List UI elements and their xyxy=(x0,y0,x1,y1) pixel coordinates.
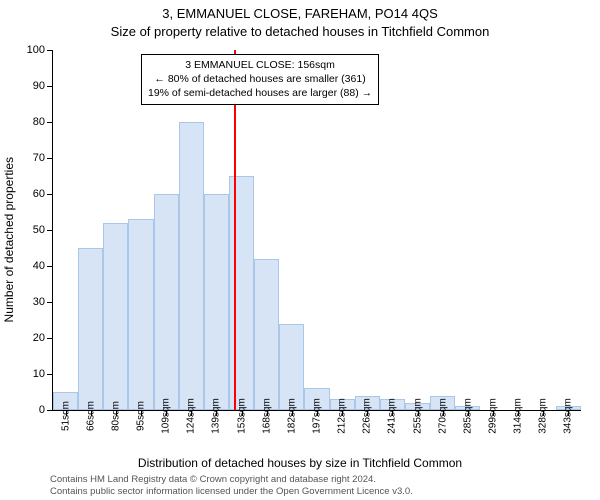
y-tick xyxy=(47,230,53,231)
y-tick-label: 90 xyxy=(33,80,45,92)
histogram-bar xyxy=(254,259,279,410)
y-axis-label-wrap: Number of detached properties xyxy=(2,60,16,420)
y-tick-label: 40 xyxy=(33,260,45,272)
y-tick xyxy=(47,266,53,267)
y-tick xyxy=(47,194,53,195)
title-line-1: 3, EMMANUEL CLOSE, FAREHAM, PO14 4QS xyxy=(0,6,600,21)
histogram-bar xyxy=(229,176,254,410)
histogram-bar xyxy=(78,248,103,410)
x-tick-label: 226sqm xyxy=(362,398,373,434)
x-tick-label: 124sqm xyxy=(186,398,197,434)
y-tick-label: 20 xyxy=(33,332,45,344)
x-tick-label: 197sqm xyxy=(312,398,323,434)
x-tick-label: 285sqm xyxy=(462,398,473,434)
y-tick xyxy=(47,50,53,51)
y-tick-label: 60 xyxy=(33,188,45,200)
histogram-bar xyxy=(204,194,229,410)
y-tick-label: 50 xyxy=(33,224,45,236)
x-tick-label: 255sqm xyxy=(412,398,423,434)
x-tick-label: 212sqm xyxy=(337,398,348,434)
x-tick-label: 139sqm xyxy=(211,398,222,434)
y-tick-label: 80 xyxy=(33,116,45,128)
y-tick-label: 70 xyxy=(33,152,45,164)
annotation-line: ← 80% of detached houses are smaller (36… xyxy=(148,72,372,86)
attribution-line-2: Contains public sector information licen… xyxy=(50,486,590,498)
x-tick-label: 343sqm xyxy=(563,398,574,434)
annotation-line: 3 EMMANUEL CLOSE: 156sqm xyxy=(148,58,372,72)
x-tick-label: 328sqm xyxy=(538,398,549,434)
annotation-line: 19% of semi-detached houses are larger (… xyxy=(148,86,372,100)
x-tick-label: 299sqm xyxy=(488,398,499,434)
y-tick-label: 10 xyxy=(33,368,45,380)
y-tick xyxy=(47,122,53,123)
plot-area: 010203040506070809010051sqm66sqm80sqm95s… xyxy=(52,50,581,411)
x-tick-label: 95sqm xyxy=(136,401,147,431)
x-tick-label: 109sqm xyxy=(161,398,172,434)
histogram-bar xyxy=(154,194,179,410)
y-tick xyxy=(47,374,53,375)
y-tick-label: 30 xyxy=(33,296,45,308)
annotation-box: 3 EMMANUEL CLOSE: 156sqm← 80% of detache… xyxy=(141,54,379,105)
y-axis-label: Number of detached properties xyxy=(2,157,16,322)
x-tick-label: 80sqm xyxy=(110,401,121,431)
attribution-line-1: Contains HM Land Registry data © Crown c… xyxy=(50,474,590,486)
y-tick xyxy=(47,158,53,159)
x-axis-label: Distribution of detached houses by size … xyxy=(0,456,600,470)
x-tick-label: 66sqm xyxy=(85,401,96,431)
y-tick xyxy=(47,302,53,303)
histogram-bar xyxy=(279,324,304,410)
x-tick-label: 168sqm xyxy=(261,398,272,434)
x-tick-label: 270sqm xyxy=(437,398,448,434)
y-tick xyxy=(47,86,53,87)
title-line-2: Size of property relative to detached ho… xyxy=(0,24,600,39)
x-tick-label: 314sqm xyxy=(513,398,524,434)
x-tick-label: 241sqm xyxy=(387,398,398,434)
x-tick-label: 182sqm xyxy=(286,398,297,434)
y-tick-label: 100 xyxy=(27,44,45,56)
histogram-bar xyxy=(103,223,128,410)
y-tick xyxy=(47,338,53,339)
x-tick-label: 153sqm xyxy=(236,398,247,434)
histogram-bar xyxy=(179,122,204,410)
attribution-text: Contains HM Land Registry data © Crown c… xyxy=(50,474,590,498)
x-tick-label: 51sqm xyxy=(60,401,71,431)
chart-container: 3, EMMANUEL CLOSE, FAREHAM, PO14 4QS Siz… xyxy=(0,0,600,500)
y-tick-label: 0 xyxy=(39,404,45,416)
y-tick xyxy=(47,410,53,411)
histogram-bar xyxy=(128,219,153,410)
